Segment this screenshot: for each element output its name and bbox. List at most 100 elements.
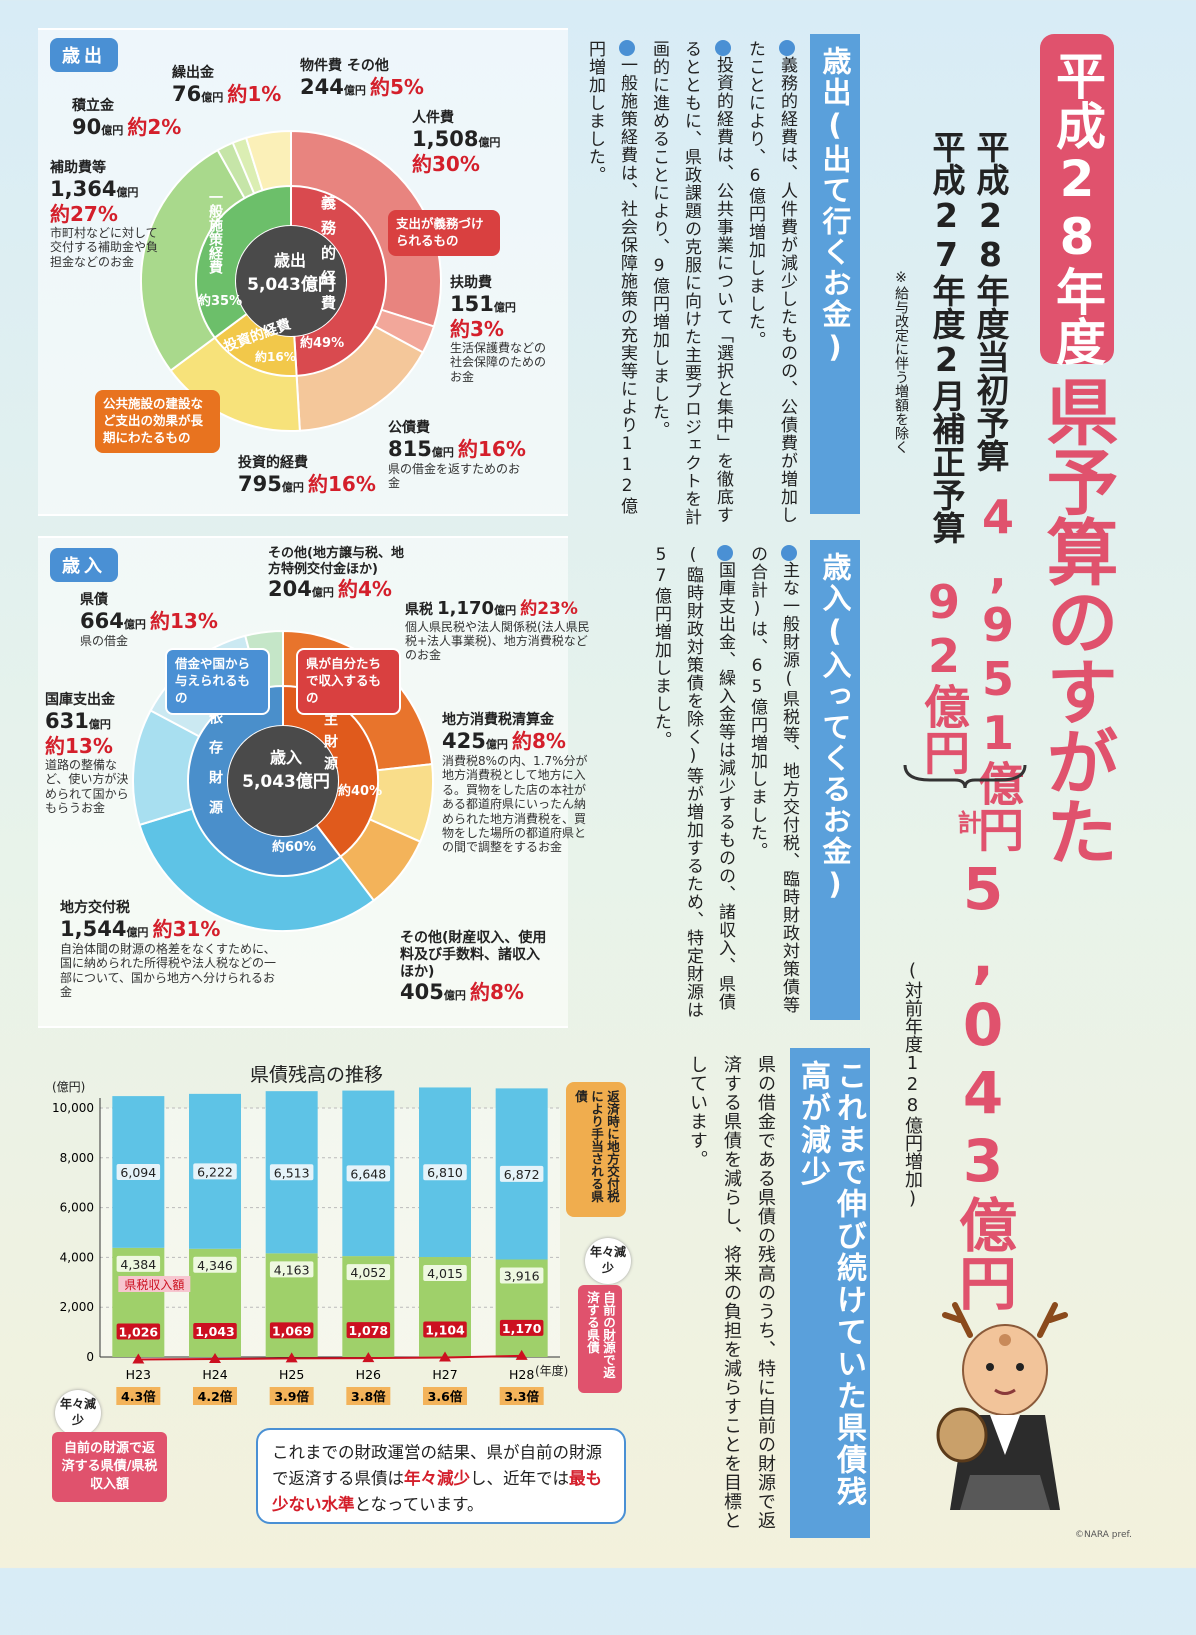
rev-note: 県の借金 (80, 633, 129, 648)
rev-value: 405 (400, 980, 444, 1005)
x-tick-label: H25 (279, 1367, 304, 1382)
exp-center-title: 歳出 (273, 251, 306, 270)
expenditure-text: 義務的経費は、人件費が減少したものの、公債費が増加したことにより、6億円増加しま… (548, 40, 803, 530)
header-note: ※給与改定に伴う増額を除く (893, 270, 909, 454)
exp-label-debt-service: 公債費 815億円 約16% 県の借金を返すためのお金 (388, 420, 528, 491)
amount-supplementary: 92億円 (917, 575, 971, 775)
exp-label-personnel: 人件費 1,508億円 約30% (412, 110, 500, 176)
bar-grant-value-label-bg (116, 1163, 161, 1180)
exp-pct: 約16% (307, 471, 376, 496)
exp-inner-mandatory: 義務的経費 (319, 195, 337, 320)
rev-pct: 約13% (149, 608, 218, 633)
y-tick-label: 8,000 (60, 1151, 94, 1165)
bar-grant-value-label: 6,222 (197, 1164, 233, 1179)
debt-text: 県の借金である県債の残高のうち、特に自前の財源で返済する県債を減らし、将来の負担… (687, 1055, 776, 1530)
exp-unit: 億円 (478, 135, 501, 149)
exp-pct: 約2% (127, 114, 182, 139)
exp-value: 151 (450, 291, 494, 316)
ratio-label: 3.6倍 (428, 1389, 463, 1404)
exp-center-value: 5,043億円 (247, 275, 335, 295)
exp-unit: 億円 (201, 90, 224, 104)
exp-value: 90 (72, 114, 102, 139)
bar-grant-value-label: 6,094 (120, 1165, 156, 1180)
rev-name: その他(財産収入、使用料及び手数料、諸収入ほか) (400, 930, 547, 980)
exp-bubble-investment: 公共施設の建設など支出の効果が長期にわたるもの (95, 390, 220, 453)
exp-label-welfare: 扶助費 151億円 約3% 生活保護費などの社会保障のためのお金 (450, 275, 550, 384)
rev-value: 1,544 (60, 916, 127, 941)
exp-label-reserve: 積立金 90億円 約2% (72, 98, 181, 140)
bar-own-value-label: 4,015 (427, 1266, 463, 1281)
tax-revenue-value-label: 1,043 (195, 1324, 235, 1339)
rev-bullet-2: 国庫支出金、繰入金等は減少するものの、諸収入、県債(臨時財政対策債を除く)等が増… (651, 545, 735, 1019)
exp-label-subsidies: 補助費等 1,364億円 約27% 市町村などに対して交付する補助金や負担金など… (50, 160, 160, 269)
x-tick-label: H24 (202, 1367, 227, 1382)
tax-revenue-value-label: 1,078 (349, 1323, 389, 1338)
rev-value: 1,170 (437, 598, 495, 619)
rev-label-grant-tax: 地方交付税 1,544億円 約31% 自治体間の財源の格差をなくすために、国に納… (60, 900, 285, 1000)
exp-pct: 約1% (227, 81, 282, 106)
summary-em-2: 最も少ない水準 (272, 1469, 602, 1514)
ratio-bg (116, 1387, 161, 1405)
y-tick-label: 6,000 (60, 1201, 94, 1215)
rev-name: その他(地方譲与税、地方特例交付金ほか) (268, 546, 404, 577)
rev-unit: 億円 (126, 925, 149, 939)
bar-own-value-label-bg (346, 1264, 391, 1281)
year-badge-text: 平成28年度 (1048, 50, 1106, 366)
yearly-decrease-left: 年々減少 (55, 1390, 101, 1436)
bar-grant-value-label: 6,648 (350, 1166, 386, 1181)
exp-pct: 約3% (450, 316, 504, 341)
rev-pct: 約4% (337, 577, 392, 602)
rev-bubble-own: 県が自分たちで収入するもの (296, 648, 401, 715)
summary-text-3: となっています。 (354, 1495, 484, 1514)
rev-name: 地方交付税 (60, 900, 130, 916)
y-tick-label: 0 (86, 1350, 94, 1364)
exp-unit: 億円 (431, 445, 454, 459)
rev-name: 県債 (80, 592, 108, 608)
exp-name: 人件費 (412, 110, 454, 126)
bullet-icon (619, 40, 635, 56)
bullet-icon (715, 40, 731, 56)
exp-name: 繰出金 (172, 65, 214, 81)
rev-note: 自治体間の財源の格差をなくすために、国に納められた所得税や法人税などの一部につい… (60, 941, 277, 1000)
rev-value: 204 (268, 577, 312, 602)
rev-value: 664 (80, 608, 124, 633)
summary-box: これまでの財政運営の結果、県が自前の財源で返済する県債は年々減少し、近年では最も… (256, 1428, 626, 1524)
exp-value: 1,508 (412, 126, 479, 151)
bar-grant-value-label: 6,810 (427, 1165, 463, 1180)
bullet-icon (781, 545, 797, 561)
bar-grant-value-label-bg (346, 1165, 391, 1182)
rev-pct: 約31% (152, 916, 221, 941)
x-axis-label: (年度) (535, 1364, 569, 1378)
rev-unit: 億円 (88, 717, 111, 731)
bar-own-value-label-bg (269, 1261, 314, 1278)
yearly-decrease-right: 年々減少 (585, 1238, 631, 1284)
rev-inner-own-pct: 約40% (338, 784, 383, 799)
ratio-label: 3.3倍 (504, 1389, 539, 1404)
ratio-bg (346, 1387, 391, 1405)
total-label: 計 (953, 810, 981, 834)
mascot-deer-icon (936, 1302, 1068, 1510)
callout-grant-covered: 返済時に地方交付税により手当される県債 (566, 1082, 626, 1217)
exp-unit: 億円 (116, 185, 139, 199)
tax-revenue-value-label-bg (499, 1319, 544, 1336)
tax-revenue-legend: 県税収入額 (124, 1278, 184, 1292)
exp-unit: 億円 (101, 123, 124, 137)
exp-bubble-mandatory: 支出が義務づけられるもの (388, 210, 500, 256)
expenditure-heading: 歳出(出て行くお金) (810, 34, 860, 514)
rev-unit: 億円 (123, 617, 146, 631)
ratio-bg (193, 1387, 237, 1405)
bar-own-value-label: 4,384 (120, 1257, 156, 1272)
revenue-text: 主な一般財源(県税等、地方交付税、臨時財政対策債等の合計)は、65億円増加しまし… (620, 545, 805, 1025)
y-tick-label: 4,000 (60, 1250, 94, 1264)
exp-name: 公債費 (388, 420, 430, 436)
tax-revenue-line (138, 1354, 522, 1361)
total-amount: 5,043億円 (949, 855, 1017, 1311)
tax-revenue-value-label-bg (423, 1321, 467, 1338)
rev-bullet-1: 主な一般財源(県税等、地方交付税、臨時財政対策債等の合計)は、65億円増加しまし… (747, 545, 799, 1014)
callout-ratio: 自前の財源で返済する県債/県税収入額 (52, 1432, 167, 1502)
rev-label-national-disbursement: 国庫支出金 631億円 約13% 道路の整備など、使い方が決められて国からもらう… (45, 692, 135, 816)
ratio-bg (269, 1387, 314, 1405)
exp-label-investment: 投資的経費 795億円 約16% (238, 455, 376, 497)
rev-pct: 約8% (511, 728, 566, 753)
rev-center-value: 5,043億円 (242, 772, 330, 792)
